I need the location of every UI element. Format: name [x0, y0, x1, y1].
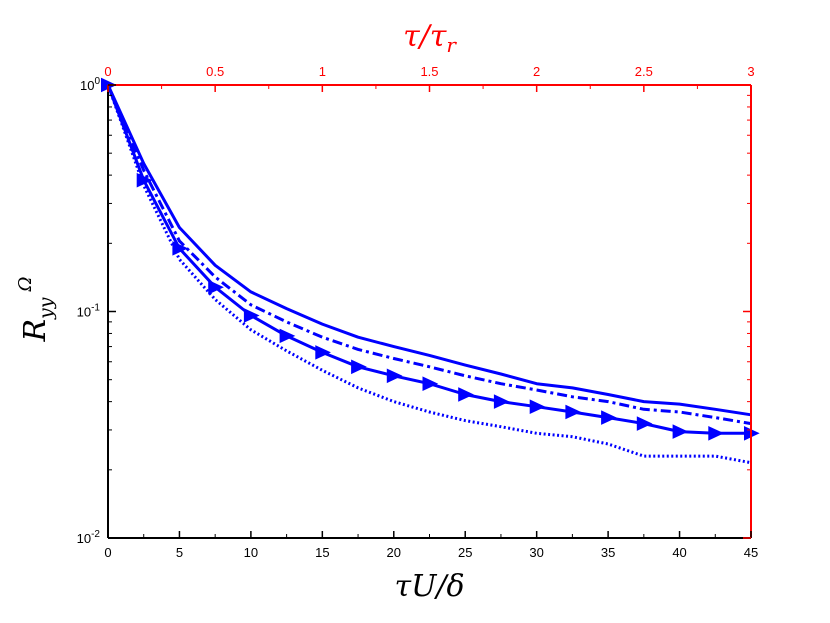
y-tick-exp: -1	[91, 303, 100, 314]
top-x-tick-label: 2.5	[635, 64, 653, 79]
x-tick-label: 30	[529, 545, 543, 560]
series-2-marker	[565, 404, 582, 420]
series-2-marker	[208, 279, 224, 295]
series-2-marker	[636, 416, 653, 431]
svg-text:Ryy: Ryy	[18, 297, 57, 342]
x-tick-label: 35	[601, 545, 615, 560]
series-layer	[101, 77, 760, 465]
y-axis-title: Ryy Ω	[15, 277, 57, 343]
y-tick-label: 100	[80, 76, 100, 93]
top-x-axis-title-sub: r	[446, 33, 457, 57]
top-x-tick-label: 2	[533, 64, 540, 79]
x-tick-label: 40	[672, 545, 686, 560]
x-axis-title: τU/δ	[394, 569, 464, 604]
x-tick-label: 20	[387, 545, 401, 560]
y-tick-label: 10-2	[77, 529, 101, 546]
series-2-marker	[601, 410, 617, 425]
x-tick-label: 45	[744, 545, 758, 560]
ticks-layer: 0 5 10 15 20 25 30 35 40 450 0.5 1 1.5 2 2.5 310010-110…	[77, 64, 759, 560]
x-tick-label: 10	[244, 545, 258, 560]
y-tick-base: 10	[77, 305, 91, 320]
x-tick-label: 0	[104, 545, 111, 560]
series-line-3	[106, 84, 752, 465]
series-line-0	[106, 84, 752, 417]
y-tick-label: 10-1	[77, 303, 101, 320]
top-x-tick-label: 1	[319, 64, 326, 79]
series-2-marker	[493, 394, 510, 409]
y-tick-exp: -2	[91, 529, 100, 540]
y-tick-exp: 0	[94, 76, 100, 87]
top-x-tick-label: 0	[104, 64, 111, 79]
top-x-axis-title: τ/τr	[403, 19, 457, 57]
y-tick-base: 10	[80, 78, 94, 93]
y-axis-title-main: R	[18, 319, 53, 343]
series-2-marker	[386, 368, 403, 384]
series-2-marker	[672, 424, 689, 439]
series-2-marker	[529, 399, 546, 414]
series-2-marker	[315, 345, 331, 360]
top-x-axis-title-main: τ/τ	[403, 19, 447, 54]
top-x-tick-label: 1.5	[420, 64, 438, 79]
series-2-marker	[351, 359, 367, 375]
x-tick-label: 15	[315, 545, 329, 560]
series-2-marker	[243, 308, 260, 323]
y-axis-title-sub: yy	[35, 297, 57, 320]
series-2-marker	[708, 426, 724, 441]
x-tick-label: 5	[176, 545, 183, 560]
top-x-tick-label: 0.5	[206, 64, 224, 79]
y-tick-base: 10	[77, 531, 91, 546]
top-x-tick-label: 3	[747, 64, 754, 79]
series-line-1	[106, 84, 752, 426]
series-2-marker	[458, 387, 474, 402]
series-2-marker	[279, 328, 296, 344]
series-2-marker	[422, 376, 439, 391]
x-tick-label: 25	[458, 545, 472, 560]
y-axis-title-sup: Ω	[15, 277, 36, 293]
